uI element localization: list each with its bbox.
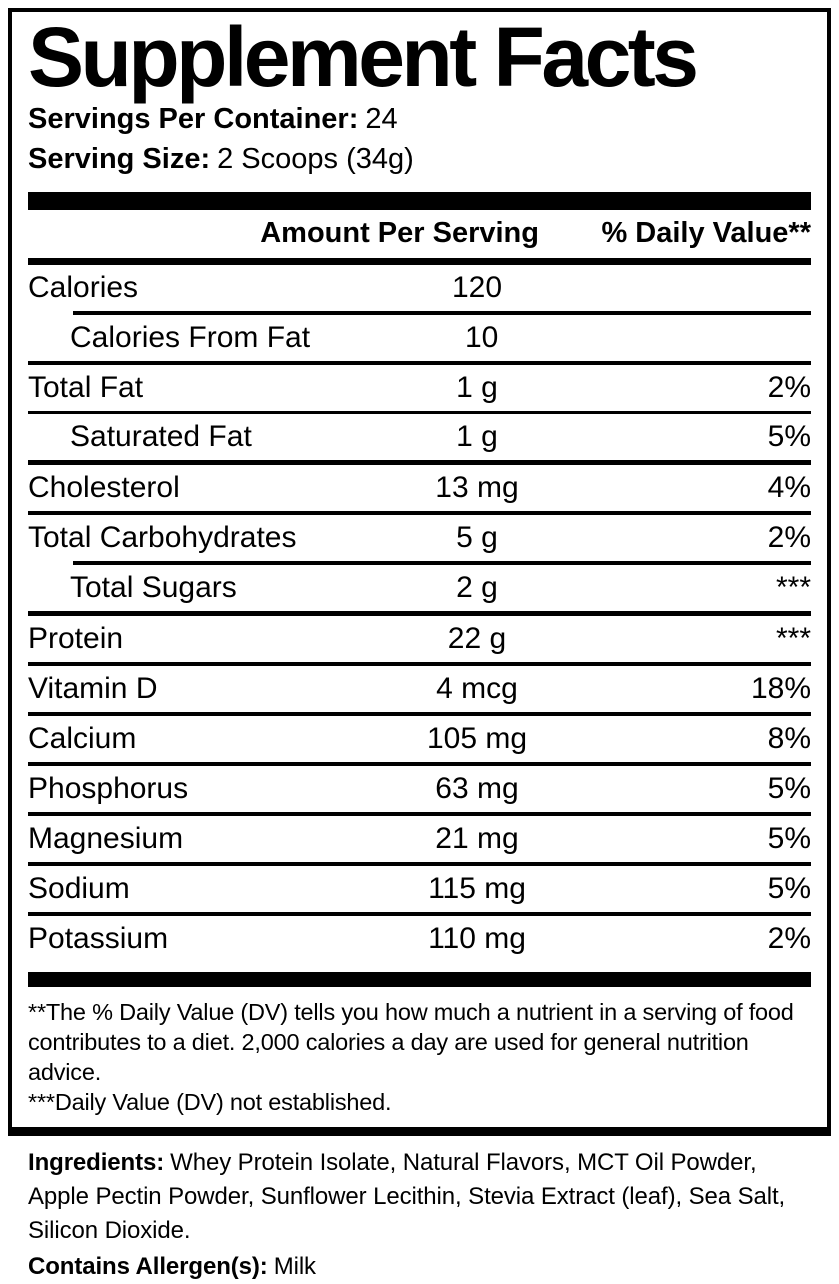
daily-value-header: % Daily Value** [601, 217, 811, 250]
panel-title: Supplement Facts [28, 10, 699, 104]
ingredients-line: Ingredients: Whey Protein Isolate, Natura… [28, 1146, 818, 1248]
nutrient-name: Calcium [28, 721, 137, 755]
row-divider [73, 310, 811, 315]
table-column-header: Amount Per Serving % Daily Value** [28, 210, 811, 258]
table-row: Total Sugars 2 g *** [28, 565, 811, 611]
nutrient-table: Calories 120 Calories From Fat 10 Total … [28, 257, 811, 962]
nutrient-daily-value: 5% [767, 771, 811, 805]
row-divider [28, 811, 811, 816]
nutrient-name: Total Carbohydrates [28, 520, 297, 554]
nutrient-amount: 13 mg [435, 470, 519, 504]
table-row: Protein 22 g *** [28, 616, 811, 662]
nutrient-amount: 115 mg [428, 871, 526, 905]
row-divider [28, 911, 811, 916]
row-divider [28, 861, 811, 866]
nutrient-amount: 10 [464, 320, 499, 354]
row-divider [73, 560, 811, 565]
table-row: Calories From Fat 10 [28, 315, 811, 361]
nutrient-daily-value: *** [775, 621, 811, 655]
separator-bar-bottom [28, 971, 811, 987]
table-row: Calories 120 [28, 265, 811, 311]
nutrient-name: Potassium [28, 921, 169, 955]
nutrient-name: Total Fat [28, 370, 144, 404]
ingredients-label: Ingredients: [28, 1149, 165, 1176]
table-row: Calcium 105 mg 8% [28, 716, 811, 762]
servings-per-container: Servings Per Container: 24 [28, 100, 811, 138]
nutrient-daily-value: 2% [767, 520, 811, 554]
row-divider [28, 459, 811, 465]
table-row: Sodium 115 mg 5% [28, 866, 811, 912]
nutrient-amount: 2 g [456, 570, 498, 604]
serving-size-label: Serving Size: [28, 142, 211, 175]
row-divider [28, 360, 811, 365]
nutrient-daily-value: 4% [767, 470, 811, 504]
nutrient-amount: 63 mg [435, 771, 519, 805]
table-row: Total Fat 1 g 2% [28, 365, 811, 411]
nutrient-name: Phosphorus [28, 771, 189, 805]
ingredients-text: Whey Protein Isolate, Natural Flavors, M… [28, 1149, 786, 1244]
serving-size-value: 2 Scoops (34g) [217, 142, 414, 175]
nutrient-amount: 110 mg [428, 921, 526, 955]
nutrient-daily-value: *** [775, 570, 811, 604]
nutrient-amount: 4 mcg [436, 671, 518, 705]
table-row: Total Carbohydrates 5 g 2% [28, 515, 811, 561]
nutrient-daily-value: 5% [767, 419, 811, 453]
allergen-line: Contains Allergen(s): Milk [28, 1250, 818, 1284]
amount-per-serving-header: Amount Per Serving [260, 217, 539, 250]
row-divider [28, 257, 811, 265]
ingredients-section: Ingredients: Whey Protein Isolate, Natura… [28, 1146, 818, 1284]
row-divider [28, 610, 811, 616]
nutrient-name: Protein [28, 621, 124, 655]
row-divider [28, 661, 811, 666]
table-row: Magnesium 21 mg 5% [28, 816, 811, 862]
row-divider [28, 761, 811, 766]
nutrient-daily-value: 18% [750, 671, 811, 705]
row-divider [28, 711, 811, 716]
nutrient-name: Total Sugars [70, 570, 237, 604]
row-divider [28, 510, 811, 515]
nutrient-amount: 21 mg [435, 821, 519, 855]
nutrient-daily-value: 2% [767, 921, 811, 955]
nutrient-name: Cholesterol [28, 470, 180, 504]
nutrient-name: Magnesium [28, 821, 184, 855]
nutrient-name: Saturated Fat [70, 419, 252, 453]
allergen-value: Milk [273, 1253, 316, 1280]
nutrient-daily-value: 5% [767, 821, 811, 855]
supplement-facts-panel: Supplement Facts Servings Per Container:… [8, 8, 831, 1136]
servings-per-container-value: 24 [365, 102, 398, 135]
table-row: Potassium 110 mg 2% [28, 916, 811, 962]
table-row: Cholesterol 13 mg 4% [28, 465, 811, 511]
row-divider [28, 410, 811, 414]
separator-bar-top [28, 191, 811, 210]
footnotes: **The % Daily Value (DV) tells you how m… [28, 987, 811, 1117]
table-row: Vitamin D 4 mcg 18% [28, 666, 811, 712]
nutrient-amount: 1 g [456, 370, 498, 404]
nutrient-name: Sodium [28, 871, 130, 905]
nutrient-daily-value: 8% [767, 721, 811, 755]
nutrient-amount: 105 mg [426, 721, 528, 755]
nutrient-amount: 5 g [456, 520, 498, 554]
nutrient-amount: 120 [451, 270, 503, 304]
nutrient-daily-value: 5% [767, 871, 811, 905]
nutrient-amount: 22 g [447, 621, 507, 655]
daily-value-footnote: **The % Daily Value (DV) tells you how m… [28, 998, 794, 1085]
nutrient-name: Vitamin D [28, 671, 158, 705]
nutrient-daily-value: 2% [767, 370, 811, 404]
nutrient-name: Calories [28, 270, 139, 304]
nutrient-amount: 1 g [456, 419, 498, 453]
allergen-label: Contains Allergen(s): [28, 1253, 268, 1280]
servings-per-container-label: Servings Per Container: [28, 102, 359, 135]
nutrient-name: Calories From Fat [70, 320, 311, 354]
dv-not-established-footnote: ***Daily Value (DV) not established. [28, 1088, 392, 1115]
table-row: Saturated Fat 1 g 5% [28, 414, 811, 460]
table-row: Phosphorus 63 mg 5% [28, 766, 811, 812]
serving-size: Serving Size: 2 Scoops (34g) [28, 140, 811, 178]
